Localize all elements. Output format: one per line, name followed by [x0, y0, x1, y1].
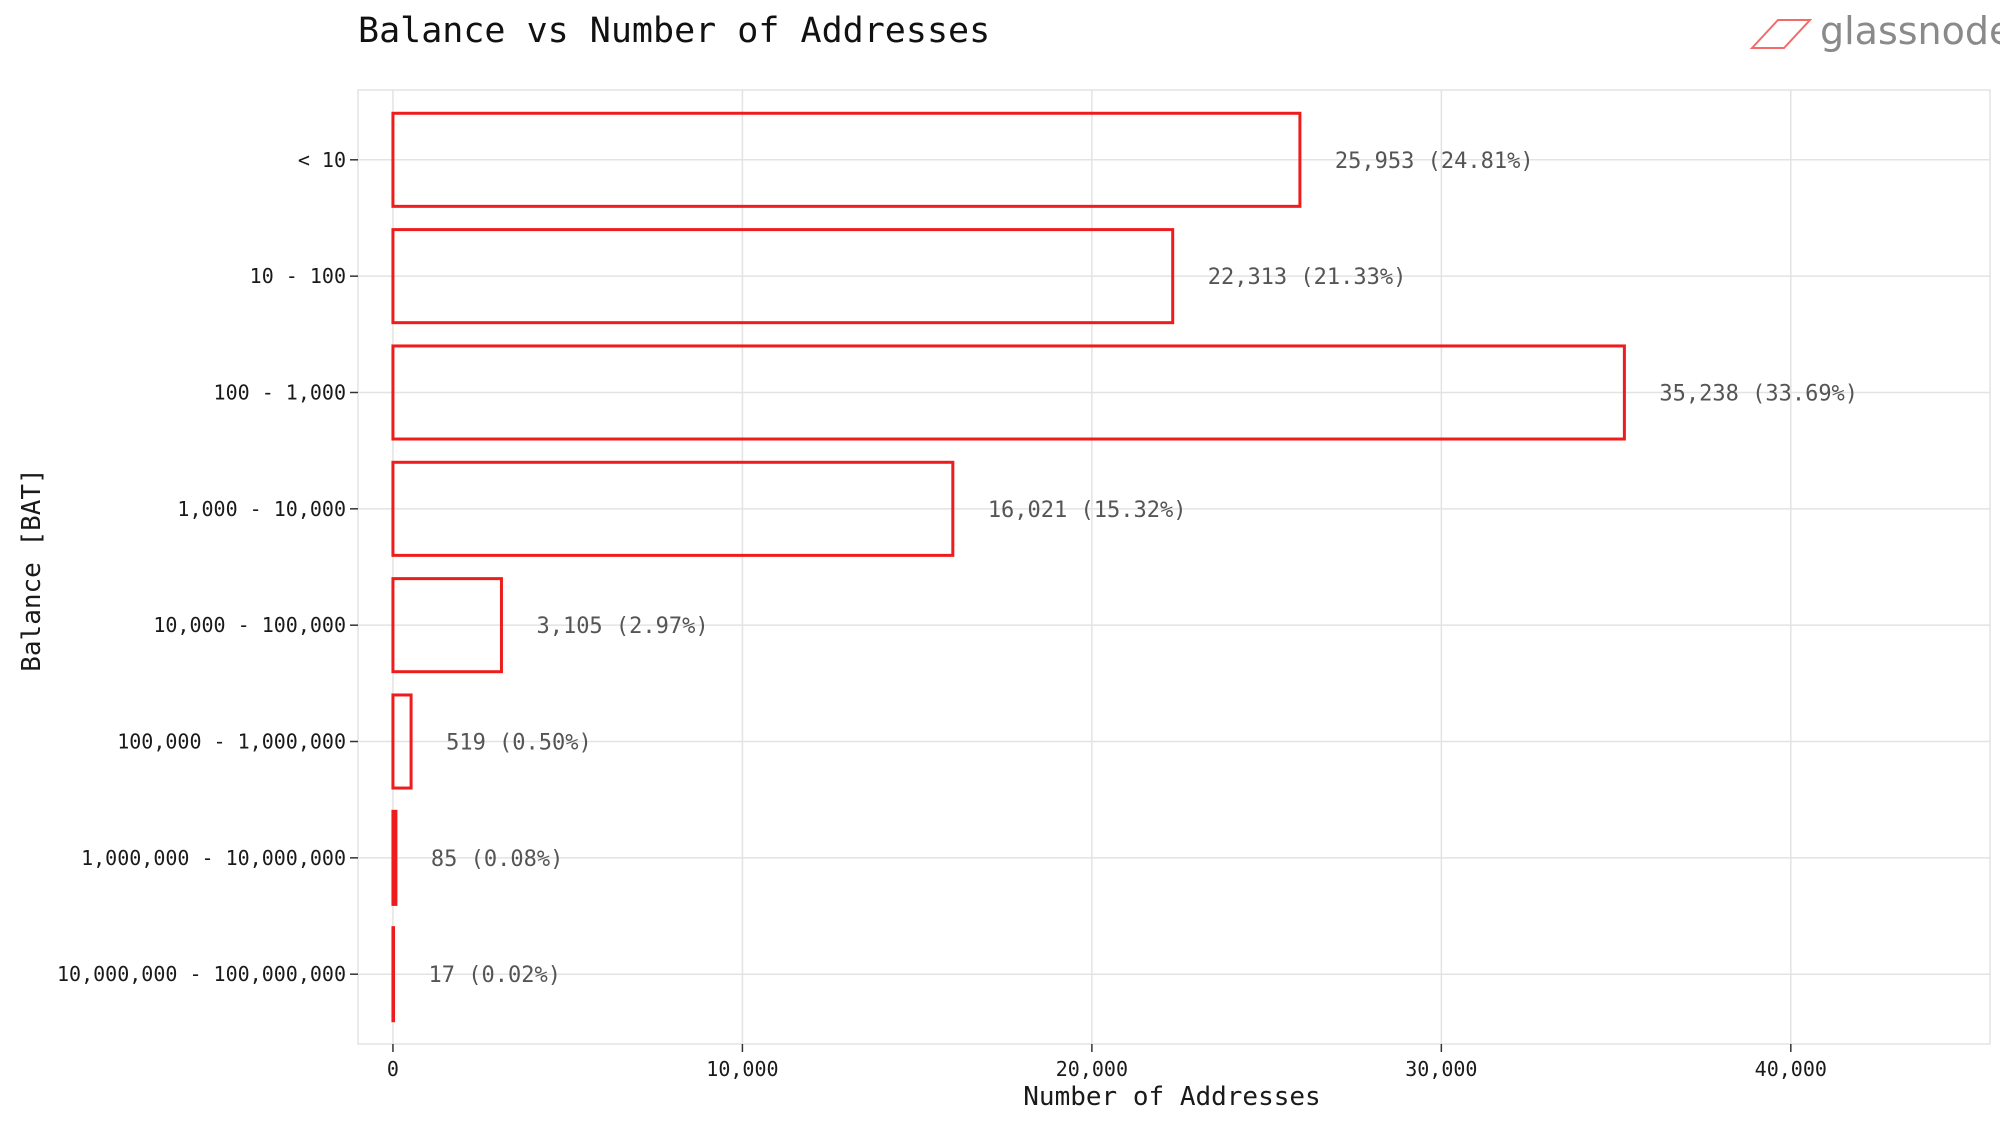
category-label: 10,000,000 - 100,000,000 [57, 962, 346, 986]
data-label: 35,238 (33.69%) [1659, 381, 1858, 406]
data-label: 519 (0.50%) [446, 731, 592, 756]
bar [391, 460, 955, 557]
x-tick-label: 10,000 [706, 1057, 778, 1081]
bar [391, 693, 413, 790]
data-label: 85 (0.08%) [431, 847, 563, 872]
bar [391, 111, 1302, 208]
category-label: 100,000 - 1,000,000 [117, 730, 346, 754]
x-tick-label: 30,000 [1405, 1057, 1477, 1081]
data-label: 25,953 (24.81%) [1335, 149, 1534, 174]
y-axis-tick-labels: < 10 10 - 100 100 - 1,000 1,000 - 10,000 10,… [57, 148, 358, 986]
plot-border [357, 89, 1991, 1045]
plot-area [357, 89, 1991, 1045]
category-label: 1,000,000 - 10,000,000 [81, 846, 346, 870]
bar [391, 577, 503, 674]
data-label: 16,021 (15.32%) [988, 498, 1187, 523]
category-label: 10,000 - 100,000 [153, 613, 346, 637]
bar [391, 344, 1626, 441]
category-label: < 10 [298, 148, 346, 172]
brand-name: glassnode [1820, 9, 2000, 53]
y-axis-title: Balance [BAT] [17, 468, 47, 672]
data-label: 3,105 (2.97%) [536, 614, 708, 639]
bars [391, 111, 1626, 1023]
glassnode-logo-icon [1749, 19, 1813, 49]
bar [391, 809, 398, 906]
data-labels: 25,953 (24.81%) 22,313 (21.33%) 35,238 (33… [429, 149, 1859, 988]
chart-title: Balance vs Number of Addresses [358, 11, 990, 51]
brand-logo: glassnode [1749, 9, 2000, 53]
bar [391, 228, 1175, 325]
bar [391, 926, 396, 1023]
x-tick-label: 40,000 [1755, 1057, 1827, 1081]
x-tick-label: 0 [387, 1057, 399, 1081]
data-label: 22,313 (21.33%) [1208, 265, 1407, 290]
x-axis-tick-labels: 0 10,000 20,000 30,000 40,000 [387, 1044, 1827, 1081]
category-label: 100 - 1,000 [214, 380, 346, 404]
gridlines [358, 90, 1990, 1044]
category-label: 1,000 - 10,000 [177, 497, 346, 521]
x-axis-title: Number of Addresses [1023, 1082, 1320, 1112]
x-tick-label: 20,000 [1056, 1057, 1128, 1081]
category-label: 10 - 100 [250, 264, 346, 288]
data-label: 17 (0.02%) [429, 963, 561, 988]
